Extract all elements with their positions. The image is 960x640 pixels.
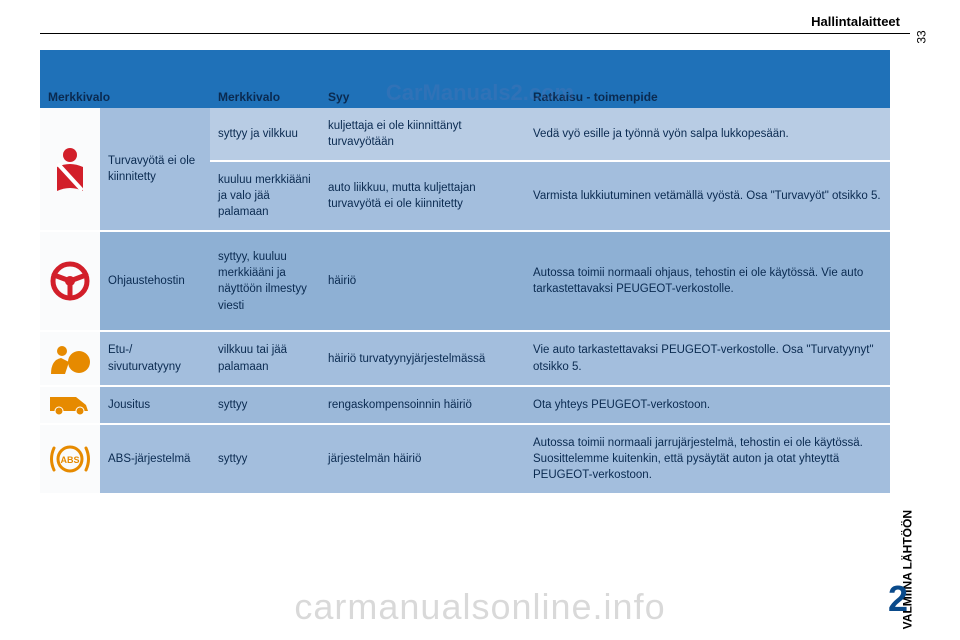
table-row: Jousitus syttyy rengaskompensoinnin häir…	[40, 386, 890, 424]
indicator-table: Merkkivalo Merkkivalo Syy Ratkaisu - toi…	[40, 86, 890, 495]
page-number: 33	[914, 30, 928, 43]
row-name: Turvavyötä ei ole kiinnitetty	[100, 108, 210, 231]
row-cause: rengaskompensoinnin häiriö	[320, 386, 525, 424]
th-solution: Ratkaisu - toimenpide	[525, 86, 890, 108]
title-bar	[40, 50, 890, 86]
row-cause: häiriö turvatyynyjärjestelmässä	[320, 331, 525, 385]
svg-text:ABS: ABS	[60, 455, 79, 465]
row-indicator: syttyy	[210, 386, 320, 424]
row-solution: Ota yhteys PEUGEOT-verkostoon.	[525, 386, 890, 424]
row-cause: auto liikkuu, mutta kuljettajan turvavyö…	[320, 161, 525, 231]
th-indicator: Merkkivalo	[40, 86, 210, 108]
row-solution: Varmista lukkiutuminen vetämällä vyöstä.…	[525, 161, 890, 231]
row-solution: Autossa toimii normaali ohjaus, tehostin…	[525, 231, 890, 331]
row-indicator: vilkkuu tai jää palamaan	[210, 331, 320, 385]
row-name: Etu-/ sivuturvatyyny	[100, 331, 210, 385]
table-row: Ohjaustehostin syttyy, kuuluu merkkiääni…	[40, 231, 890, 331]
row-name: ABS-järjestelmä	[100, 424, 210, 494]
table-row: Turvavyötä ei ole kiinnitetty syttyy ja …	[40, 108, 890, 161]
steering-icon	[40, 231, 100, 331]
row-indicator: kuuluu merkkiääni ja valo jää palamaan	[210, 161, 320, 231]
row-cause: kuljettaja ei ole kiinnittänyt turvavyöt…	[320, 108, 525, 161]
row-name: Jousitus	[100, 386, 210, 424]
row-name: Ohjaustehostin	[100, 231, 210, 331]
abs-icon: ABS	[40, 424, 100, 494]
row-solution: Vie auto tarkastettavaksi PEUGEOT-verkos…	[525, 331, 890, 385]
tab-number: 2	[888, 578, 908, 620]
seatbelt-icon	[40, 108, 100, 231]
page-content: Hallintalaitteet 33 Merkkivalo Merkkival…	[40, 0, 910, 640]
airbag-icon	[40, 331, 100, 385]
table-header-row: Merkkivalo Merkkivalo Syy Ratkaisu - toi…	[40, 86, 890, 108]
row-cause: järjestelmän häiriö	[320, 424, 525, 494]
van-icon	[40, 386, 100, 424]
row-cause: häiriö	[320, 231, 525, 331]
row-indicator: syttyy ja vilkkuu	[210, 108, 320, 161]
row-solution: Vedä vyö esille ja työnnä vyön salpa luk…	[525, 108, 890, 161]
row-indicator: syttyy, kuuluu merkkiääni ja näyttöön il…	[210, 231, 320, 331]
row-solution: Autossa toimii normaali jarrujärjestelmä…	[525, 424, 890, 494]
section-title: Hallintalaitteet	[40, 0, 910, 34]
row-indicator: syttyy	[210, 424, 320, 494]
th-indicator2: Merkkivalo	[210, 86, 320, 108]
th-cause: Syy	[320, 86, 525, 108]
table-row: Etu-/ sivuturvatyyny vilkkuu tai jää pal…	[40, 331, 890, 385]
table-row: ABS ABS-järjestelmä syttyy järjestelmän …	[40, 424, 890, 494]
